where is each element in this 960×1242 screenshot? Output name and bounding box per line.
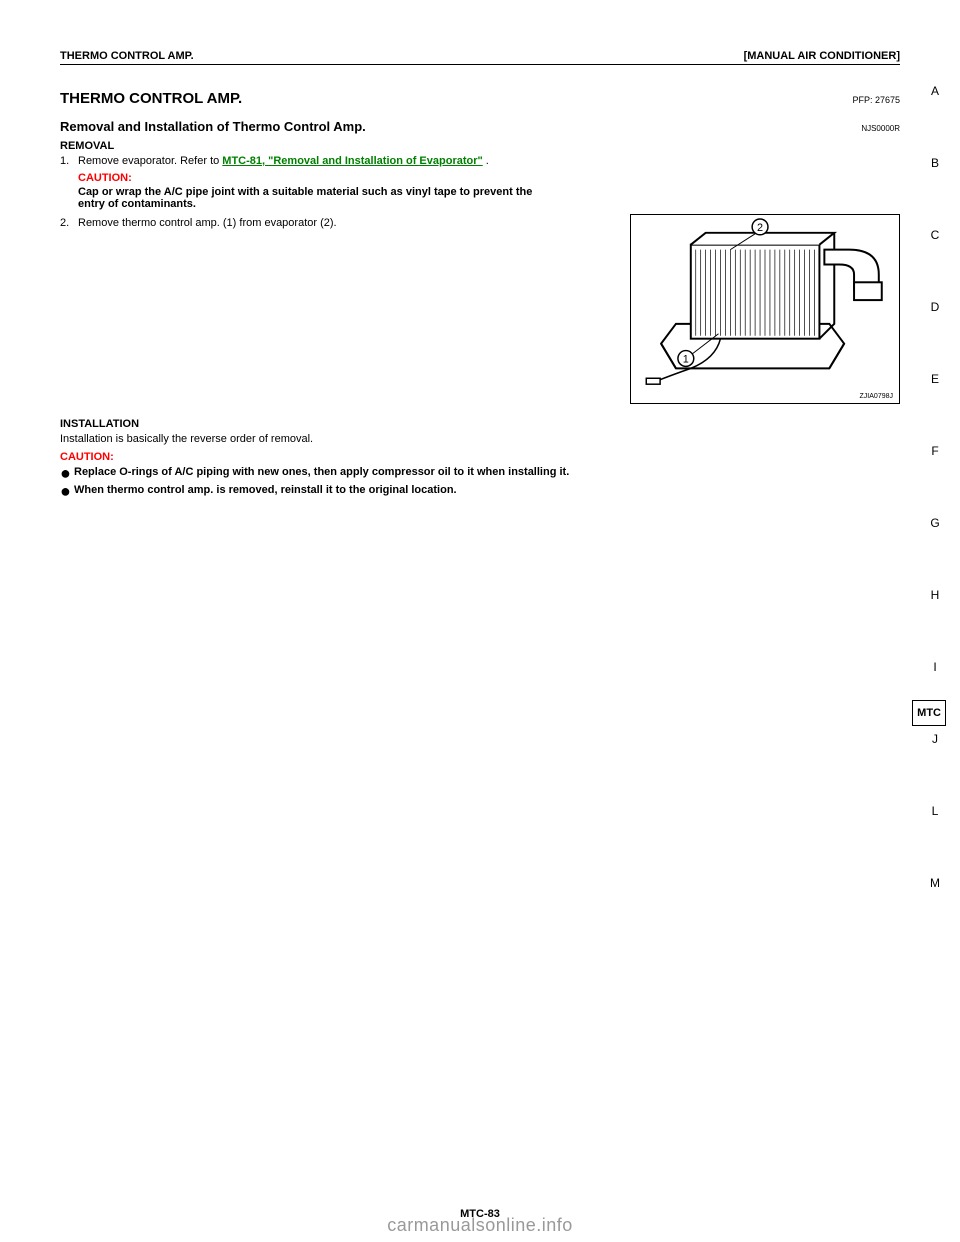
- side-f: F: [930, 430, 940, 472]
- figure: 2 1 ZJIA0798J: [630, 214, 900, 404]
- side-i: I: [930, 646, 940, 688]
- pfp-code: PFP: 27675: [852, 95, 900, 105]
- section-title-row: THERMO CONTROL AMP. PFP: 27675: [60, 90, 900, 107]
- step-2-num: 2.: [60, 216, 78, 230]
- removal-subtitle: REMOVAL: [60, 140, 900, 152]
- section-code: NJS0000R: [861, 124, 900, 133]
- side-index: A B C D E F G H I J L M: [930, 70, 940, 934]
- step-1-text-b: .: [483, 155, 489, 167]
- installation-title: INSTALLATION: [60, 418, 900, 430]
- side-a: A: [930, 70, 940, 112]
- side-c: C: [930, 214, 940, 256]
- svg-text:2: 2: [757, 222, 763, 234]
- evaporator-link[interactable]: MTC-81, "Removal and Installation of Eva…: [222, 155, 482, 167]
- header-rule: [60, 64, 900, 65]
- side-b: B: [930, 142, 940, 184]
- removal-install-title: Removal and Installation of Thermo Contr…: [60, 119, 366, 134]
- bullet-dot-icon: ●: [60, 465, 74, 481]
- watermark: carmanualsonline.info: [0, 1215, 960, 1236]
- content-left: 2. Remove thermo control amp. (1) from e…: [60, 214, 610, 404]
- bullet-1-text: Replace O-rings of A/C piping with new o…: [74, 465, 569, 481]
- step-1-text: Remove evaporator. Refer to MTC-81, "Rem…: [78, 154, 489, 168]
- step-1-text-a: Remove evaporator. Refer to: [78, 155, 222, 167]
- figure-code: ZJIA0798J: [860, 393, 893, 400]
- page-container: THERMO CONTROL AMP. [MANUAL AIR CONDITIO…: [0, 0, 960, 519]
- caution-label-2: CAUTION:: [60, 451, 900, 463]
- side-g: G: [930, 502, 940, 544]
- step-1-num: 1.: [60, 154, 78, 168]
- side-m: M: [930, 862, 940, 904]
- mtc-tab: MTC: [912, 700, 946, 726]
- section-title: THERMO CONTROL AMP.: [60, 90, 242, 107]
- side-l: L: [930, 790, 940, 832]
- step-1: 1. Remove evaporator. Refer to MTC-81, "…: [60, 154, 900, 168]
- evaporator-diagram: 2 1: [631, 215, 899, 403]
- installation-text: Installation is basically the reverse or…: [60, 432, 900, 446]
- side-d: D: [930, 286, 940, 328]
- caution-text-1: Cap or wrap the A/C pipe joint with a su…: [78, 186, 558, 210]
- bullet-2: ● When thermo control amp. is removed, r…: [60, 483, 900, 499]
- svg-text:1: 1: [683, 354, 689, 366]
- side-e: E: [930, 358, 940, 400]
- content-row: 2. Remove thermo control amp. (1) from e…: [60, 214, 900, 404]
- header-right: [MANUAL AIR CONDITIONER]: [744, 50, 900, 62]
- bullet-2-text: When thermo control amp. is removed, rei…: [74, 483, 457, 499]
- side-h: H: [930, 574, 940, 616]
- header-row: THERMO CONTROL AMP. [MANUAL AIR CONDITIO…: [60, 50, 900, 62]
- caution-label-1: CAUTION:: [78, 172, 900, 184]
- bullet-dot-icon: ●: [60, 483, 74, 499]
- step-2: 2. Remove thermo control amp. (1) from e…: [60, 216, 610, 230]
- header-left: THERMO CONTROL AMP.: [60, 50, 194, 62]
- step-2-text: Remove thermo control amp. (1) from evap…: [78, 216, 337, 230]
- bullet-1: ● Replace O-rings of A/C piping with new…: [60, 465, 900, 481]
